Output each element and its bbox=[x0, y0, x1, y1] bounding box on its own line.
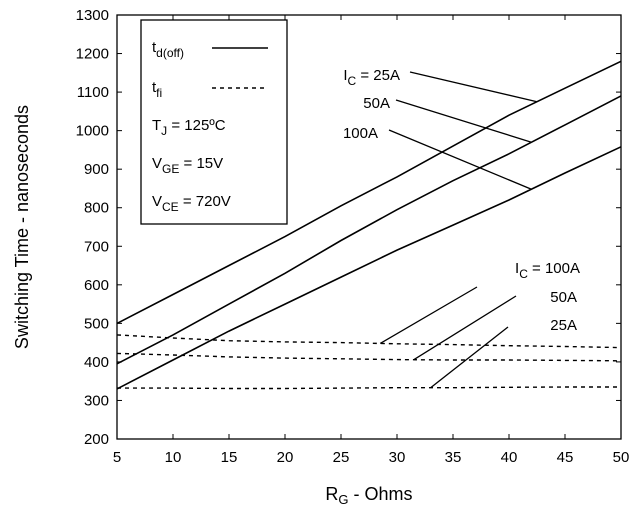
plot-frame bbox=[116, 14, 622, 440]
legend-box bbox=[140, 19, 288, 225]
y-tick-label: 700 bbox=[84, 238, 109, 255]
x-tick-label: 50 bbox=[613, 449, 630, 466]
y-tick-label: 1000 bbox=[76, 123, 109, 140]
y-tick-label: 800 bbox=[84, 200, 109, 217]
annotation-leader bbox=[395, 99, 532, 143]
ic-label-tfi: IC = 100A bbox=[515, 260, 580, 281]
y-tick-label: 200 bbox=[84, 431, 109, 448]
y-tick-label: 900 bbox=[84, 161, 109, 178]
x-tick-label: 30 bbox=[389, 449, 406, 466]
legend-condition: VCE = 720V bbox=[152, 193, 231, 214]
y-axis-label: Switching Time - nanoseconds bbox=[12, 105, 32, 349]
ic-label-tfi: 25A bbox=[550, 317, 577, 334]
y-tick-label: 500 bbox=[84, 315, 109, 332]
annotation-leader bbox=[388, 129, 532, 190]
ic-label-td-off: 50A bbox=[363, 95, 390, 112]
y-tick-label: 1300 bbox=[76, 7, 109, 24]
annotation-leader bbox=[409, 71, 538, 103]
ic-label-tfi: 50A bbox=[550, 289, 577, 306]
ticks-layer: 200 300 400 500 600 700 800 900 1000 1100 1200 1300… bbox=[76, 7, 630, 466]
x-axis-label-main: R bbox=[325, 484, 338, 504]
tfi-line-100A bbox=[116, 334, 622, 349]
tfi-line-50A bbox=[116, 352, 622, 362]
legend: td(off) tfi TJ = 125ºC VGE = 15V VCE = 720V bbox=[140, 19, 288, 225]
annotation-leader bbox=[430, 326, 509, 389]
legend-condition: TJ = 125ºC bbox=[152, 117, 226, 138]
td-off-line-50A bbox=[116, 95, 622, 365]
x-tick-label: 10 bbox=[165, 449, 182, 466]
x-tick-label: 15 bbox=[221, 449, 238, 466]
legend-entry-label: tfi bbox=[152, 79, 162, 100]
x-axis-label-rest: - Ohms bbox=[349, 484, 413, 504]
tfi-line-25A bbox=[117, 386, 621, 390]
annotation-leader bbox=[379, 286, 478, 345]
y-tick-label: 400 bbox=[84, 354, 109, 371]
annotation-leader bbox=[413, 295, 517, 361]
x-axis-label-sub: G bbox=[338, 492, 348, 507]
y-tick-label: 1100 bbox=[77, 84, 109, 101]
td-off-line-100A bbox=[116, 146, 622, 390]
x-tick-label: 45 bbox=[557, 449, 574, 466]
legend-entry-label: td(off) bbox=[152, 39, 184, 60]
ic-label-td-off: IC = 25A bbox=[343, 67, 400, 88]
y-tick-label: 600 bbox=[84, 277, 109, 294]
x-axis-label: RG - Ohms bbox=[325, 484, 412, 507]
ic-label-td-off: 100A bbox=[343, 125, 378, 142]
legend-condition: VGE = 15V bbox=[152, 155, 223, 176]
x-tick-label: 35 bbox=[445, 449, 462, 466]
y-tick-label: 300 bbox=[84, 392, 109, 409]
x-tick-label: 40 bbox=[501, 449, 518, 466]
y-tick-label: 1200 bbox=[76, 46, 109, 63]
x-tick-label: 25 bbox=[333, 449, 350, 466]
annotations: IC = 25A 50A 100A IC = 100A 50A 25A bbox=[343, 67, 580, 389]
x-tick-label: 5 bbox=[113, 449, 121, 466]
x-tick-label: 20 bbox=[277, 449, 294, 466]
